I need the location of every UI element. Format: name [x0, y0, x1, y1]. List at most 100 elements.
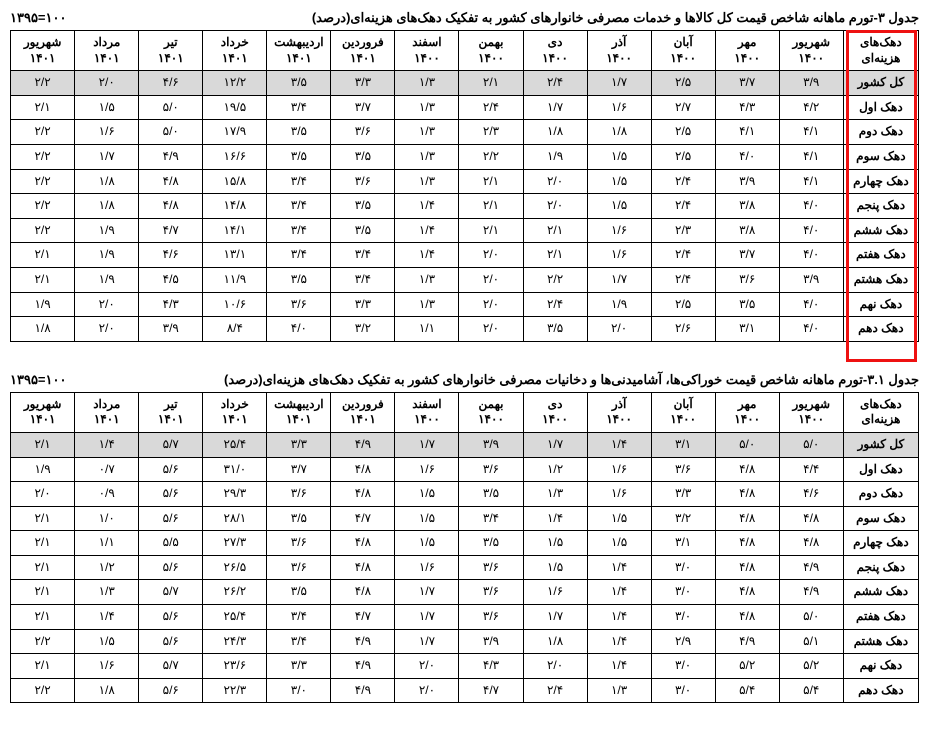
data-cell: ۱/۸ — [11, 317, 75, 342]
col-header: دی۱۴۰۰ — [523, 31, 587, 71]
data-cell: ۴/۷ — [331, 506, 395, 531]
data-cell: ۳/۵ — [459, 482, 523, 507]
table-row: دهک دهم۴/۰۳/۱۲/۶۲/۰۳/۵۲/۰۱/۱۳/۲۴/۰۸/۴۳/۹… — [11, 317, 919, 342]
row-header-label: دهک‌های هزینه‌ای — [843, 31, 918, 71]
data-cell: ۱/۳ — [587, 678, 651, 703]
data-cell: ۳/۰ — [651, 654, 715, 679]
data-cell: ۲/۱ — [11, 555, 75, 580]
data-cell: ۱/۸ — [75, 194, 139, 219]
data-cell: ۴/۷ — [139, 218, 203, 243]
data-cell: ۲/۱ — [11, 243, 75, 268]
data-cell: ۳/۷ — [715, 71, 779, 96]
data-cell: ۴/۳ — [715, 95, 779, 120]
data-cell: ۱/۵ — [523, 531, 587, 556]
row-label: دهک دهم — [843, 317, 918, 342]
table-row: دهک دوم۴/۱۴/۱۲/۵۱/۸۱/۸۲/۳۱/۳۳/۶۳/۵۱۷/۹۵/… — [11, 120, 919, 145]
data-cell: ۳/۰ — [651, 678, 715, 703]
data-cell: ۴/۲ — [779, 95, 843, 120]
data-cell: ۱/۳ — [395, 267, 459, 292]
data-cell: ۱/۵ — [587, 506, 651, 531]
data-cell: ۴/۰ — [779, 194, 843, 219]
col-header: آبان۱۴۰۰ — [651, 31, 715, 71]
data-cell: ۵/۷ — [139, 432, 203, 457]
data-cell: ۳/۸ — [715, 194, 779, 219]
data-cell: ۴/۱ — [779, 144, 843, 169]
data-cell: ۲/۲ — [459, 144, 523, 169]
data-cell: ۱/۵ — [523, 555, 587, 580]
data-cell: ۳/۶ — [331, 120, 395, 145]
data-cell: ۴/۱ — [715, 120, 779, 145]
data-cell: ۳/۵ — [523, 317, 587, 342]
data-cell: ۲/۳ — [459, 120, 523, 145]
data-cell: ۲/۴ — [651, 243, 715, 268]
table-row: دهک سوم۴/۱۴/۰۲/۵۱/۵۱/۹۲/۲۱/۳۳/۵۳/۵۱۶/۶۴/… — [11, 144, 919, 169]
data-cell: ۱/۶ — [75, 654, 139, 679]
data-cell: ۳/۴ — [267, 169, 331, 194]
col-header: مهر۱۴۰۰ — [715, 31, 779, 71]
data-cell: ۰/۹ — [75, 482, 139, 507]
col-header: بهمن۱۴۰۰ — [459, 392, 523, 432]
data-cell: ۱/۷ — [587, 71, 651, 96]
table-row: دهک هفتم۵/۰۴/۸۳/۰۱/۴۱/۷۳/۶۱/۷۴/۷۳/۴۲۵/۴۵… — [11, 605, 919, 630]
data-cell: ۴/۸ — [331, 457, 395, 482]
data-cell: ۳/۳ — [267, 654, 331, 679]
data-cell: ۲/۳ — [651, 218, 715, 243]
data-cell: ۳/۴ — [267, 95, 331, 120]
data-cell: ۱۶/۶ — [203, 144, 267, 169]
table-title: جدول ۳-تورم ماهانه شاخص قیمت کل کالاها و… — [312, 10, 919, 26]
data-cell: ۳/۱ — [651, 531, 715, 556]
col-header: خرداد۱۴۰۱ — [203, 31, 267, 71]
data-table: دهک‌های هزینه‌ایشهریور۱۴۰۰مهر۱۴۰۰آبان۱۴۰… — [10, 30, 919, 342]
data-cell: ۴/۸ — [779, 531, 843, 556]
data-cell: ۴/۹ — [139, 144, 203, 169]
data-cell: ۱/۶ — [587, 482, 651, 507]
row-label: دهک پنجم — [843, 555, 918, 580]
row-label: دهک نهم — [843, 292, 918, 317]
col-header: شهریور۱۴۰۰ — [779, 392, 843, 432]
data-cell: ۲/۰ — [395, 678, 459, 703]
data-cell: ۵/۶ — [139, 605, 203, 630]
data-cell: ۲۵/۴ — [203, 605, 267, 630]
data-cell: ۲/۱ — [523, 218, 587, 243]
data-cell: ۵/۰ — [139, 120, 203, 145]
data-cell: ۱/۱ — [75, 531, 139, 556]
data-cell: ۲/۱ — [11, 580, 75, 605]
data-cell: ۱/۶ — [395, 555, 459, 580]
data-cell: ۲/۰ — [11, 482, 75, 507]
table-row: دهک هشتم۳/۹۳/۶۲/۴۱/۷۲/۲۲/۰۱/۳۳/۴۳/۵۱۱/۹۴… — [11, 267, 919, 292]
data-cell: ۳/۵ — [267, 506, 331, 531]
col-header: اردیبهشت۱۴۰۱ — [267, 392, 331, 432]
data-cell: ۱۹/۵ — [203, 95, 267, 120]
data-cell: ۲/۵ — [651, 292, 715, 317]
row-label: دهک دهم — [843, 678, 918, 703]
data-cell: ۱/۴ — [587, 432, 651, 457]
data-cell: ۳/۳ — [331, 292, 395, 317]
data-cell: ۳/۵ — [267, 144, 331, 169]
data-cell: ۲/۴ — [459, 95, 523, 120]
table-row: دهک ششم۴/۰۳/۸۲/۳۱/۶۲/۱۲/۱۱/۴۳/۵۳/۴۱۴/۱۴/… — [11, 218, 919, 243]
data-cell: ۰/۷ — [75, 457, 139, 482]
data-cell: ۱/۵ — [587, 144, 651, 169]
data-cell: ۳/۵ — [267, 120, 331, 145]
table-row: دهک سوم۴/۸۴/۸۳/۲۱/۵۱/۴۳/۴۱/۵۴/۷۳/۵۲۸/۱۵/… — [11, 506, 919, 531]
data-cell: ۲/۱ — [459, 194, 523, 219]
data-cell: ۳/۵ — [331, 194, 395, 219]
data-cell: ۲۴/۳ — [203, 629, 267, 654]
data-cell: ۱/۶ — [587, 243, 651, 268]
data-cell: ۲/۰ — [459, 292, 523, 317]
row-label: دهک اول — [843, 95, 918, 120]
col-header: اسفند۱۴۰۰ — [395, 31, 459, 71]
data-cell: ۱/۲ — [75, 555, 139, 580]
data-cell: ۱/۶ — [395, 457, 459, 482]
data-cell: ۵/۶ — [139, 629, 203, 654]
data-cell: ۱/۴ — [395, 194, 459, 219]
data-cell: ۵/۶ — [139, 457, 203, 482]
data-cell: ۴/۸ — [715, 555, 779, 580]
data-cell: ۲/۱ — [459, 169, 523, 194]
col-header: بهمن۱۴۰۰ — [459, 31, 523, 71]
data-cell: ۳/۳ — [331, 71, 395, 96]
data-cell: ۳/۵ — [459, 531, 523, 556]
data-cell: ۲/۰ — [459, 317, 523, 342]
data-cell: ۱۷/۹ — [203, 120, 267, 145]
col-header: شهریور۱۴۰۱ — [11, 31, 75, 71]
